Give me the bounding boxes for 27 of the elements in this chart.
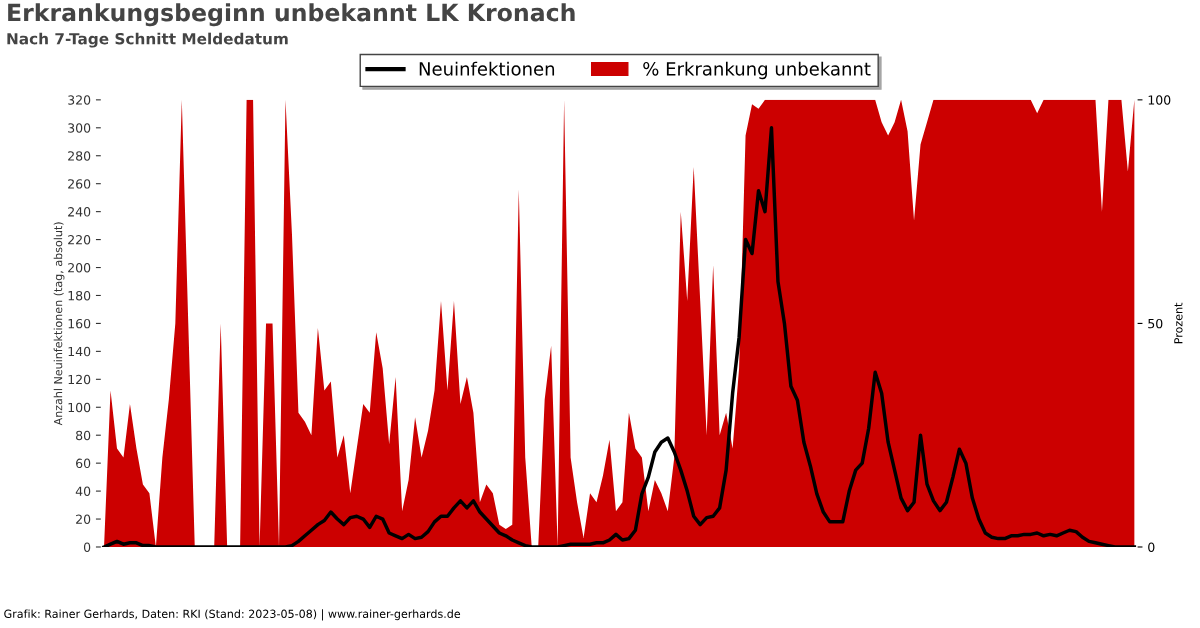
y-tick-label: 260 <box>68 179 91 189</box>
legend-label: % Erkrankung unbekannt <box>643 61 871 80</box>
text: Grafik: Rainer Gerhards, Daten: RKI (Stand: 2023-05-08) | www.rainer-gerhards.de <box>4 609 461 621</box>
y-tick-label: 280 <box>68 151 91 161</box>
y2-tick-label: 50 <box>1148 318 1163 329</box>
y-tick-label: 100 <box>68 402 91 413</box>
y2-tick-label: 0 <box>1148 542 1155 552</box>
y-tick-label: 60 <box>76 458 91 469</box>
chart-subtitle: Nach 7-Tage Schnitt Meldedatum <box>7 32 288 48</box>
y-tick-label: 240 <box>68 207 91 217</box>
y-tick-label: 220 <box>68 235 91 245</box>
y-tick-label: 140 <box>68 346 91 357</box>
y2-tick-label: 100 <box>1148 95 1171 105</box>
y2-axis-title: Prozent <box>1174 302 1183 344</box>
y-tick-label: 180 <box>68 290 91 301</box>
chart-title: Erkrankungsbeginn unbekannt LK Kronach <box>8 3 575 27</box>
y-tick-label: 40 <box>75 486 91 497</box>
y-tick-label: 300 <box>68 123 91 133</box>
y-tick-label: 320 <box>68 95 91 105</box>
y-tick-label: 20 <box>76 514 91 524</box>
legend-label: Neuinfektionen <box>419 61 555 76</box>
y-tick-label: 120 <box>68 374 91 385</box>
y-tick-label: 80 <box>76 430 91 441</box>
y-axis-title: Anzahl Neuinfektionen (tag, absolut) <box>53 222 65 426</box>
y-tick-label: 200 <box>68 263 91 273</box>
y-tick-label: 0 <box>83 542 91 552</box>
y-tick-label: 160 <box>68 318 91 329</box>
